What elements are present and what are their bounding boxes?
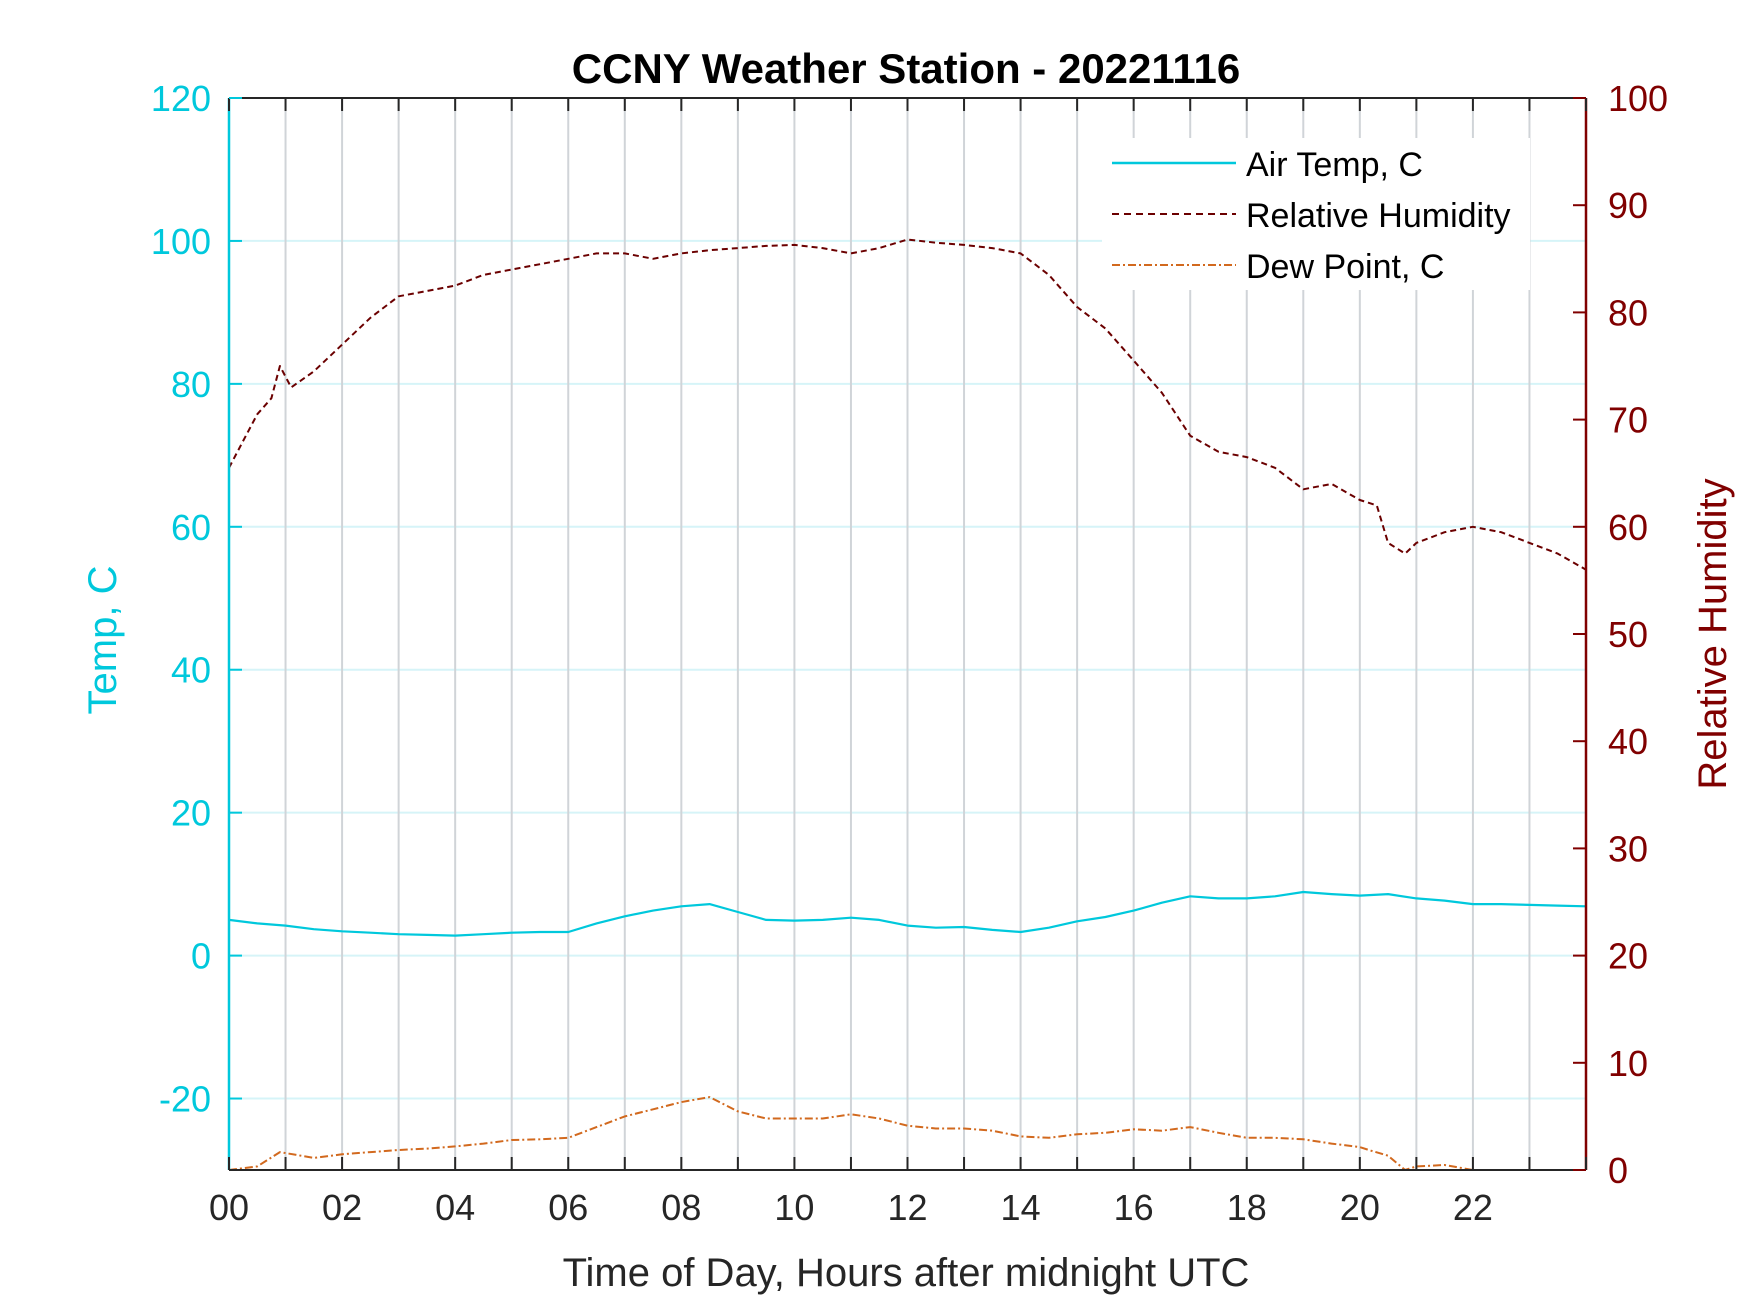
axes (227, 97, 1588, 1171)
series-line-air-temp-c (228, 890, 1587, 937)
y-right-axis-label: Relative Humidity (1691, 478, 1735, 789)
y-right-tick-label: 100 (1608, 78, 1668, 119)
y-left-tick-label: 80 (171, 364, 211, 405)
chart-title: CCNY Weather Station - 20221116 (572, 45, 1240, 92)
y-left-axis-label: Temp, C (81, 566, 125, 715)
grid (229, 98, 1586, 1170)
tick-labels: 00 02 04 06 08 10 12 14 16 18 20 22-200204060801001… (151, 78, 1668, 1228)
x-tick-label: 18 (1227, 1187, 1267, 1228)
y-left-tick-label: 40 (171, 650, 211, 691)
legend-label-humidity: Relative Humidity (1246, 197, 1511, 235)
y-left-tick-label: 0 (191, 936, 211, 977)
x-tick-label: 02 (322, 1187, 362, 1228)
legend-label-dew-point: Dew Point, C (1246, 248, 1444, 286)
x-axis-label: Time of Day, Hours after midnight UTC (563, 1251, 1250, 1295)
y-left-tick-label: 20 (171, 793, 211, 834)
y-right-tick-label: 10 (1608, 1043, 1648, 1084)
y-right-tick-label: 60 (1608, 507, 1648, 548)
y-left-tick-label: 60 (171, 507, 211, 548)
legend-label-air-temp: Air Temp, C (1246, 146, 1423, 184)
x-tick-label: 22 (1453, 1187, 1493, 1228)
y-right-tick-label: 30 (1608, 828, 1648, 869)
y-right-tick-label: 50 (1608, 614, 1648, 655)
series-line-relative-humidity (228, 238, 1587, 571)
y-right-tick-label: 20 (1608, 936, 1648, 977)
y-left-tick-label: 100 (151, 221, 211, 262)
x-tick-label: 06 (548, 1187, 588, 1228)
x-tick-label: 08 (661, 1187, 701, 1228)
y-right-tick-label: 0 (1608, 1150, 1628, 1191)
x-tick-label: 20 (1340, 1187, 1380, 1228)
y-left-tick-label: -20 (159, 1079, 211, 1120)
series-group (228, 238, 1587, 1171)
x-tick-label: 14 (1001, 1187, 1041, 1228)
y-right-tick-label: 90 (1608, 185, 1648, 226)
x-tick-label: 04 (435, 1187, 475, 1228)
series-line-dew-point-c (228, 1096, 1474, 1171)
y-right-tick-label: 40 (1608, 721, 1648, 762)
y-right-tick-label: 80 (1608, 292, 1648, 333)
x-tick-label: 12 (887, 1187, 927, 1228)
y-right-tick-label: 70 (1608, 400, 1648, 441)
x-tick-label: 00 (209, 1187, 249, 1228)
y-left-tick-label: 120 (151, 78, 211, 119)
legend: Air Temp, C Relative Humidity Dew Point,… (1102, 138, 1530, 290)
x-tick-label: 16 (1114, 1187, 1154, 1228)
x-tick-label: 10 (774, 1187, 814, 1228)
